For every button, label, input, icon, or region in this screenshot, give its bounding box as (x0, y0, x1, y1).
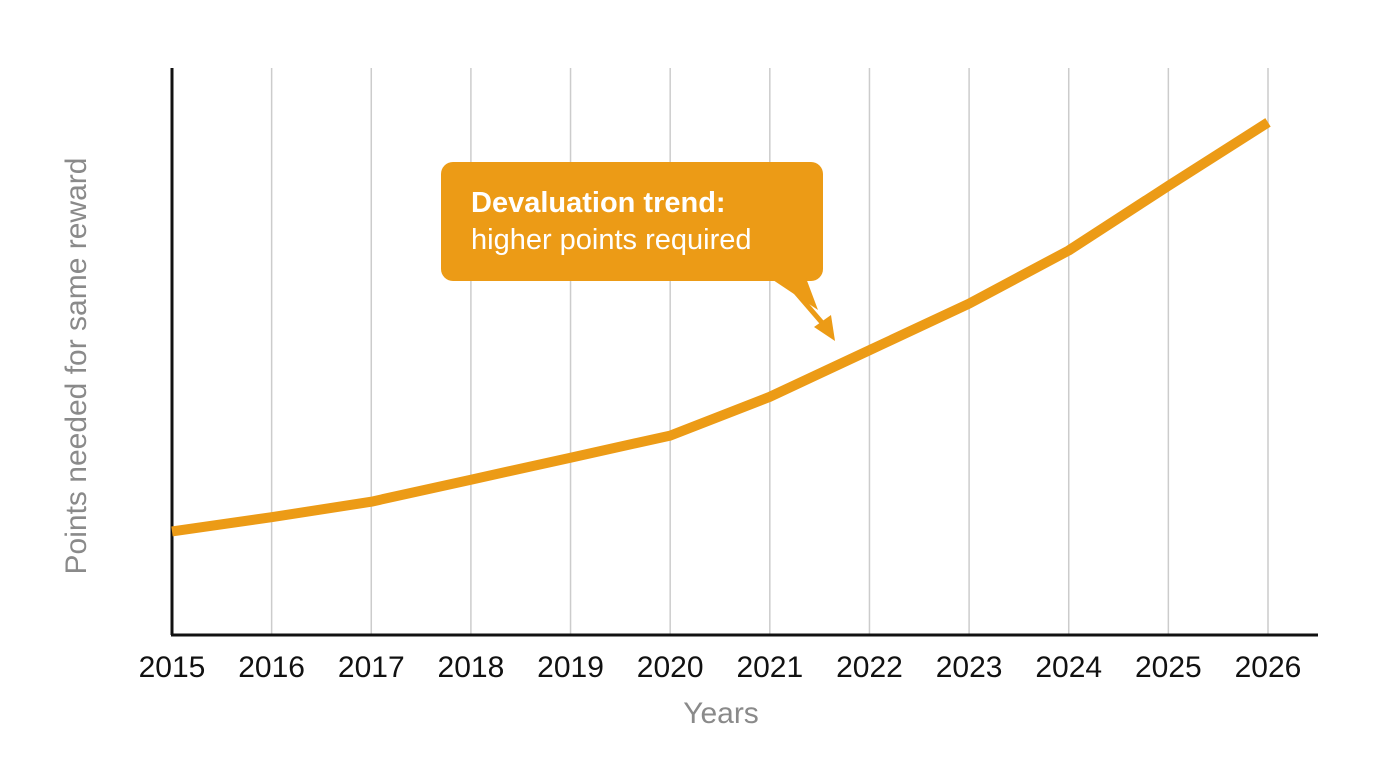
x-tick-label-2019: 2019 (537, 651, 604, 684)
y-axis-title: Points needed for same reward (60, 158, 93, 575)
x-axis-title: Years (683, 697, 759, 730)
x-tick-label-2018: 2018 (438, 651, 505, 684)
series-line (171, 118, 1271, 537)
callout-arrow-shaft (785, 280, 826, 327)
callout-title: Devaluation trend: (471, 187, 726, 219)
vertical-gridlines (270, 68, 1269, 635)
x-tick-label-2015: 2015 (139, 651, 206, 684)
callout-text: higher points required (471, 224, 752, 256)
x-tick-label-2025: 2025 (1135, 651, 1202, 684)
callout-pointer (770, 278, 818, 310)
x-tick-labels: 2015 2016 2017 2018 2019 2020 2021 2022 2023 2024… (139, 651, 1302, 684)
x-tick-label-2024: 2024 (1035, 651, 1102, 684)
callout-arrow-head (814, 315, 835, 341)
x-tick-label-2016: 2016 (238, 651, 305, 684)
callout-box (441, 162, 823, 281)
annotation-callout: Devaluation trend: higher points require… (441, 162, 835, 341)
x-tick-label-2026: 2026 (1235, 651, 1302, 684)
x-tick-label-2023: 2023 (936, 651, 1003, 684)
x-tick-label-2020: 2020 (637, 651, 704, 684)
x-tick-label-2022: 2022 (836, 651, 903, 684)
x-tick-label-2017: 2017 (338, 651, 405, 684)
x-tick-label-2021: 2021 (736, 651, 803, 684)
